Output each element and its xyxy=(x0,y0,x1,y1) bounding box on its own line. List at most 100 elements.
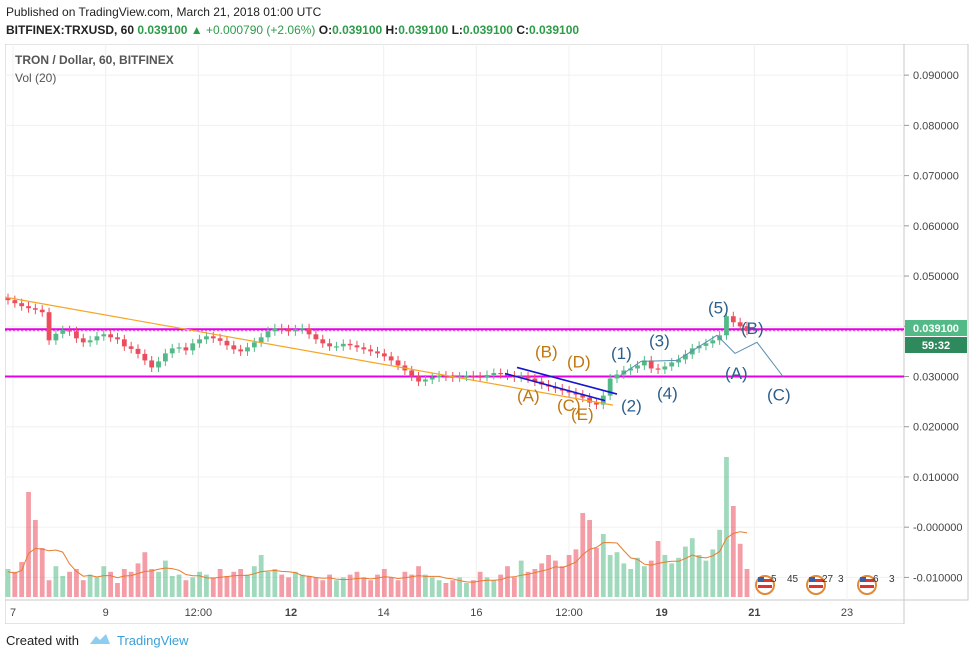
volume-bar xyxy=(655,541,661,597)
wave-labels: (A) (B) (C) (D) (E) (1) (2) (3) (4) (5) (A) (B) (C) xyxy=(517,299,791,424)
volume-bar xyxy=(210,577,216,597)
volume-bar xyxy=(279,574,285,597)
candle-body xyxy=(238,349,244,352)
volume-bar xyxy=(546,555,551,597)
volume-bar xyxy=(511,577,517,597)
volume-bar xyxy=(409,574,415,597)
candle-body xyxy=(286,329,291,332)
economic-events[interactable]: 5 45 27 3 6 3 xyxy=(755,574,895,595)
chart-area[interactable]: (A) (B) (C) (D) (E) (1) (2) (3) (4) (5) (A) (B) (C) … xyxy=(5,44,969,624)
candle-body xyxy=(224,340,230,346)
candle-body xyxy=(204,336,209,340)
volume-bar xyxy=(142,552,148,597)
volume-bar xyxy=(334,580,339,597)
volume-bar xyxy=(402,571,408,597)
channel-line-upper[interactable] xyxy=(516,366,618,395)
time-axis-panel[interactable] xyxy=(5,599,905,624)
volume-bar xyxy=(641,566,647,597)
volume-bar xyxy=(101,566,107,597)
volume-bar xyxy=(737,543,743,597)
candle-body xyxy=(375,351,380,354)
time-axis: 7 9 12:00 12 14 16 12:00 19 21 23 xyxy=(10,607,853,619)
volume-bar xyxy=(518,560,524,597)
candle-body xyxy=(409,370,415,377)
volume-bar xyxy=(197,571,202,597)
event-time: 45 xyxy=(787,574,799,585)
time-tick-label: 12 xyxy=(285,607,297,619)
volume-bar xyxy=(730,506,736,597)
volume-bar xyxy=(231,571,237,597)
candle-body xyxy=(737,322,743,327)
candle-body xyxy=(142,353,148,361)
volume-bar xyxy=(710,549,716,597)
candle-body xyxy=(169,348,175,354)
volume-bar xyxy=(156,571,161,597)
volume-bar xyxy=(381,569,387,597)
price-chart[interactable]: (A)(B)(C)(D)(E)(1)(2)(3)(4)(5)(A)(B)(C) … xyxy=(5,44,969,624)
volume-bar xyxy=(169,576,175,597)
candle-body xyxy=(635,365,640,369)
candle-body xyxy=(662,366,668,370)
price-tag-box xyxy=(905,320,967,336)
volume-bar xyxy=(128,571,134,597)
volume-bar xyxy=(217,569,223,597)
flag-stripe xyxy=(809,585,823,588)
volume-bar xyxy=(683,546,688,597)
volume-bar xyxy=(204,574,209,597)
flag-canton xyxy=(809,577,815,582)
price-tick-label: 0.020000 xyxy=(913,422,959,434)
volume-bar xyxy=(292,571,298,597)
candle-body xyxy=(251,342,257,348)
volume-bar xyxy=(149,569,155,597)
volume-bar xyxy=(286,577,291,597)
candle-body xyxy=(53,333,59,341)
quote-line: BITFINEX:TRXUSD, 60 0.039100 ▲ +0.000790… xyxy=(6,23,579,37)
volume-bar xyxy=(53,566,59,597)
volume-bar xyxy=(32,520,38,597)
price-tick-label: 0.030000 xyxy=(913,371,959,383)
candle-body xyxy=(26,306,31,309)
candle-body xyxy=(299,328,305,330)
price-tick-label: 0.050000 xyxy=(913,271,959,283)
volume-bar xyxy=(703,560,709,597)
candle-body xyxy=(217,338,223,341)
candle-body xyxy=(210,336,216,339)
trend-line[interactable] xyxy=(5,296,614,406)
candle-body xyxy=(361,347,367,350)
candle-body xyxy=(525,376,531,379)
wave-label-orange: (D) xyxy=(567,352,591,371)
price-tick-label: 0.010000 xyxy=(913,472,959,484)
candle-body xyxy=(703,343,709,346)
volume-bar xyxy=(628,569,634,597)
volume-bar xyxy=(361,577,367,597)
candle-body xyxy=(231,345,237,350)
channel-line-lower[interactable] xyxy=(504,372,606,402)
candle-body xyxy=(265,331,271,338)
candle-body xyxy=(395,360,401,366)
flag-stripe xyxy=(758,579,772,582)
high-value: 0.039100 xyxy=(398,23,449,37)
wave-label-blue: (2) xyxy=(621,397,642,416)
drawings[interactable] xyxy=(5,296,784,406)
volume-bar xyxy=(648,560,654,597)
candle-body xyxy=(580,394,586,398)
elliott-wave-projection[interactable] xyxy=(618,334,784,377)
volume-bar xyxy=(354,571,360,597)
volume-bar xyxy=(190,577,196,597)
plot-area[interactable] xyxy=(5,44,905,601)
candle-body xyxy=(245,347,250,352)
tradingview-logo-icon xyxy=(90,634,110,644)
high-label: H: xyxy=(385,23,399,37)
volume-bar xyxy=(696,555,702,597)
wave-label-orange: (B) xyxy=(535,342,558,361)
volume-bar xyxy=(553,560,558,597)
tradingview-link[interactable]: TradingView xyxy=(117,633,189,648)
candle-body xyxy=(744,326,750,331)
countdown-value: 59:32 xyxy=(922,340,950,352)
candle-body xyxy=(464,375,469,377)
volume-bars xyxy=(5,457,750,597)
price-tick-label: 0.080000 xyxy=(913,120,959,132)
event-date: 6 xyxy=(873,574,879,585)
volume-bar xyxy=(60,576,66,597)
candle-body xyxy=(730,316,736,323)
